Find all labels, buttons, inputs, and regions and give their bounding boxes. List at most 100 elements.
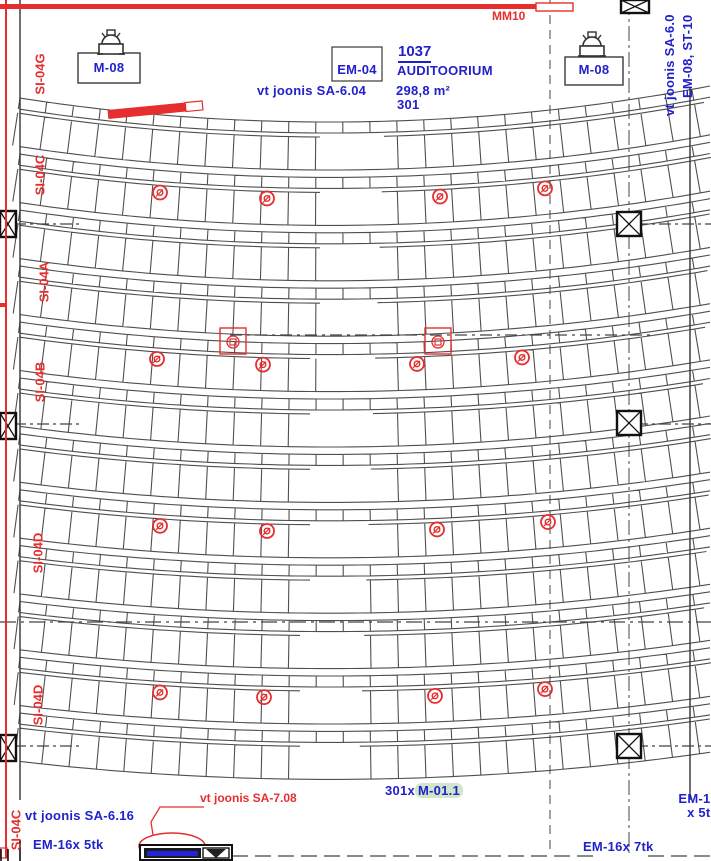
seat-row <box>12 85 711 171</box>
outlet-symbol-icon <box>259 190 275 207</box>
em04-label: EM-04 <box>337 62 377 77</box>
outlet-symbol-inner <box>156 688 164 696</box>
outlet-symbol-icon <box>409 356 425 372</box>
outlet-symbol-tick <box>259 693 268 702</box>
projector-icon <box>97 29 125 55</box>
floor-box-inner <box>229 338 237 346</box>
outlet-symbol-inner <box>431 692 439 700</box>
outlet-symbol-inner <box>433 525 441 533</box>
room-ref: 301 <box>397 97 420 112</box>
column-cross <box>0 412 17 440</box>
outlet-symbol-inner <box>259 361 267 369</box>
seat-row <box>12 141 711 226</box>
m08-right-label: M-08 <box>578 62 610 77</box>
floor-box-symbol <box>219 327 247 355</box>
outlet-symbol-inner <box>263 194 271 202</box>
seat-row <box>13 535 711 614</box>
mm10-label: MM10 <box>492 9 526 23</box>
seat-row <box>12 198 711 282</box>
outlet-symbol-icon <box>152 517 168 534</box>
m08-left-label: M-08 <box>93 60 125 75</box>
red-track-line <box>0 2 574 12</box>
bottom-ref: 301x M-01.1 <box>385 783 463 798</box>
outlet-symbol-tick <box>517 354 526 362</box>
wall-label-si-04d: SI-04D <box>30 532 46 574</box>
outlet-symbol-icon <box>429 521 445 538</box>
projector-icon <box>578 31 606 57</box>
column-cross <box>0 210 17 238</box>
bottom-note-blue: vt joonis SA-6.16 <box>25 808 135 823</box>
outlet-symbol-inner <box>413 360 421 368</box>
room-note: vt joonis SA-6.04 <box>257 83 367 98</box>
bottom-ref-prefix: 301x <box>385 783 415 798</box>
column-cross <box>616 211 642 237</box>
outlet-symbol-inner <box>436 193 444 201</box>
m08-right-box <box>564 56 624 86</box>
bottom-ref-highlight: M-01.1 <box>414 783 463 798</box>
outlet-symbol-inner <box>541 685 549 693</box>
column-cross <box>620 0 650 14</box>
floor-box-inner <box>434 338 442 346</box>
outlet-symbol-tick <box>412 360 421 369</box>
red-edge-line <box>0 0 8 859</box>
outlet-symbol-tick <box>432 526 441 534</box>
outlet-symbol-icon <box>427 687 443 704</box>
outlet-symbol-tick <box>258 361 267 370</box>
seat-row <box>12 366 711 448</box>
column-cross <box>0 734 17 762</box>
seat-row <box>13 422 711 503</box>
outlet-symbol-icon <box>255 356 271 373</box>
outlet-symbol-inner <box>263 527 271 535</box>
outlet-symbol-icon <box>537 180 553 197</box>
right-margin-note-2: EM-08, ST-10 <box>680 14 695 98</box>
outlet-symbol-icon <box>514 349 530 366</box>
em16-right-label: EM-16 x 5tk <box>678 791 711 820</box>
wall-label-si-04g: SI-04G <box>32 53 48 95</box>
wall-label-si-04a: SI-04A <box>36 261 52 303</box>
em04-box <box>331 46 383 82</box>
outlet-symbol-tick <box>262 527 271 536</box>
column-cross <box>616 410 642 436</box>
seat-row <box>13 591 711 670</box>
highlighted-seats <box>107 100 204 119</box>
outlet-symbol-tick <box>155 189 164 197</box>
outlet-symbol-inner <box>156 522 164 530</box>
outlet-symbol-tick <box>430 692 439 701</box>
floor-box-circle <box>226 335 240 349</box>
outlet-symbol-icon <box>152 684 168 701</box>
em16-left-label: EM-16x 5tk <box>33 837 104 852</box>
outlet-symbol-icon <box>259 523 275 539</box>
outlet-symbol-icon <box>152 184 168 201</box>
seat-row <box>13 647 711 725</box>
wall-label-si-04c: SI-04C <box>32 154 48 196</box>
seat-row <box>13 479 711 559</box>
outlet-symbol-icon <box>256 689 272 706</box>
room-number: 1037 <box>398 44 432 63</box>
em16-bottom-label: EM-16x 7tk <box>583 839 654 854</box>
room-area: 298,8 m² <box>396 83 451 98</box>
column-cross <box>616 733 642 759</box>
outlet-symbol-inner <box>544 518 552 526</box>
outlet-symbol-tick <box>540 184 549 193</box>
outlet-symbol-tick <box>262 195 271 203</box>
outlet-symbol-tick <box>155 522 164 531</box>
outlet-symbol-icon <box>432 188 448 205</box>
outlet-symbol-tick <box>155 689 164 697</box>
outlet-symbol-icon <box>537 681 553 697</box>
outlet-symbol-inner <box>153 355 161 363</box>
outlet-symbol-inner <box>260 693 268 701</box>
floor-box-circle <box>431 335 445 349</box>
outlet-symbol-icon <box>540 514 556 530</box>
outlet-symbol-tick <box>152 355 161 364</box>
outlet-symbol-inner <box>518 353 526 361</box>
room-name: AUDITOORIUM <box>397 63 493 78</box>
door-assembly <box>0 840 233 861</box>
outlet-symbol-tick <box>435 193 444 201</box>
seat-row <box>12 254 711 337</box>
wall-label-si-04b: SI-04B <box>32 361 48 403</box>
outlet-symbol-inner <box>156 189 164 197</box>
bottom-note-red: vt joonis SA-7.08 <box>200 791 297 805</box>
outlet-symbol-tick <box>540 685 549 694</box>
